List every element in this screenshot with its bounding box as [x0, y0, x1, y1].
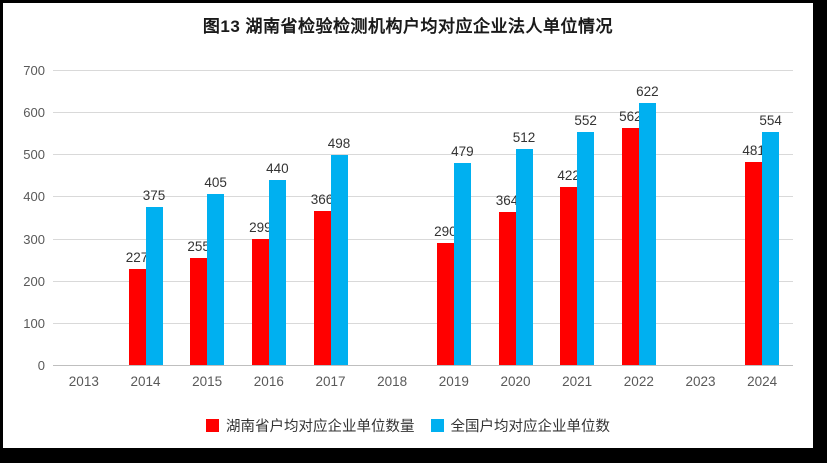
- bar-national-2019: [453, 163, 471, 365]
- x-axis-tick-label: 2022: [623, 374, 654, 389]
- bar-national-2017: [330, 155, 348, 365]
- x-axis-tick-label: 2019: [438, 374, 469, 389]
- y-axis-tick-label: 300: [23, 231, 45, 247]
- plot-area: 0 100 200 300 400 500 600 700 2013 2014 227 375 2015…: [3, 3, 813, 448]
- bar-national-2014: [145, 206, 163, 365]
- bar-value-label: 227: [125, 250, 149, 266]
- bar-value-label: 552: [574, 113, 597, 129]
- x-axis-tick-label: 2018: [377, 374, 408, 389]
- x-axis-tick-label: 2016: [253, 374, 284, 389]
- bar-national-2016: [268, 179, 286, 365]
- x-axis-tick-label: 2021: [562, 374, 593, 389]
- legend: 湖南省户均对应企业单位数量 全国户均对应企业单位数: [3, 413, 813, 437]
- bar-value-label: 299: [249, 219, 272, 235]
- bar-value-label: 498: [327, 136, 351, 152]
- y-axis-tick-label: 400: [23, 189, 45, 205]
- bar-value-label: 375: [142, 187, 166, 203]
- x-axis-tick-label: 2013: [68, 374, 99, 389]
- y-axis-tick-label: 600: [23, 105, 45, 121]
- gridline: [53, 322, 793, 324]
- x-axis-tick-label: 2020: [500, 374, 531, 389]
- gridline: [53, 196, 793, 198]
- bar-value-label: 422: [557, 168, 580, 184]
- bar-value-label: 405: [204, 175, 227, 191]
- bar-national-2022: [638, 102, 656, 365]
- bar-value-label: 622: [636, 83, 659, 99]
- legend-swatch-red-icon: [206, 418, 219, 432]
- x-axis-tick-label: 2023: [685, 374, 716, 389]
- chart-title: 图13 湖南省检验检测机构户均对应企业法人单位情况: [202, 17, 614, 36]
- gridline: [53, 154, 793, 156]
- x-axis-tick-label: 2024: [747, 374, 778, 389]
- bar-hunan-2021: [560, 187, 578, 365]
- gridline: [53, 70, 793, 71]
- bar-national-2015: [207, 194, 225, 365]
- y-axis-tick-label: 700: [23, 63, 45, 78]
- y-axis-tick-label: 0: [37, 358, 45, 373]
- bar-value-label: 554: [759, 112, 782, 128]
- legend-label-hunan: 湖南省户均对应企业单位数量: [226, 418, 415, 435]
- y-axis-tick-label: 100: [23, 315, 45, 331]
- x-axis-tick-label: 2014: [130, 374, 161, 389]
- bar-value-label: 290: [434, 223, 457, 239]
- bar-value-label: 479: [451, 144, 474, 160]
- y-axis-tick-label: 500: [23, 147, 45, 163]
- bar-value-label: 255: [187, 238, 210, 254]
- y-axis-tick-label: 200: [23, 273, 45, 289]
- gridline: [53, 280, 793, 282]
- bar-value-label: 512: [512, 130, 536, 146]
- bar-hunan-2014: [128, 269, 146, 365]
- gridline: [53, 112, 793, 114]
- bar-national-2020: [515, 149, 533, 365]
- bar-national-2021: [577, 132, 595, 365]
- bar-value-label: 481: [742, 143, 765, 159]
- bar-value-label: 440: [266, 160, 289, 176]
- gridline: [53, 238, 793, 240]
- bar-hunan-2019: [436, 242, 454, 365]
- legend-item-hunan: 湖南省户均对应企业单位数量: [206, 415, 415, 436]
- bar-hunan-2024: [745, 162, 763, 365]
- bar-hunan-2016: [251, 238, 269, 365]
- bar-hunan-2022: [621, 128, 639, 365]
- bar-value-label: 562: [619, 109, 642, 125]
- legend-swatch-blue-icon: [430, 418, 444, 432]
- bar-hunan-2020: [498, 211, 516, 365]
- x-axis-tick-label: 2015: [192, 374, 223, 389]
- bar-value-label: 366: [310, 191, 334, 207]
- legend-item-national: 全国户均对应企业单位数: [430, 415, 611, 436]
- bar-hunan-2015: [190, 257, 208, 365]
- legend-label-national: 全国户均对应企业单位数: [450, 418, 611, 435]
- bar-value-label: 364: [495, 192, 519, 208]
- bar-national-2024: [762, 131, 780, 365]
- bar-hunan-2017: [313, 210, 331, 365]
- gridline: [53, 365, 793, 366]
- x-axis-tick-label: 2017: [315, 374, 346, 389]
